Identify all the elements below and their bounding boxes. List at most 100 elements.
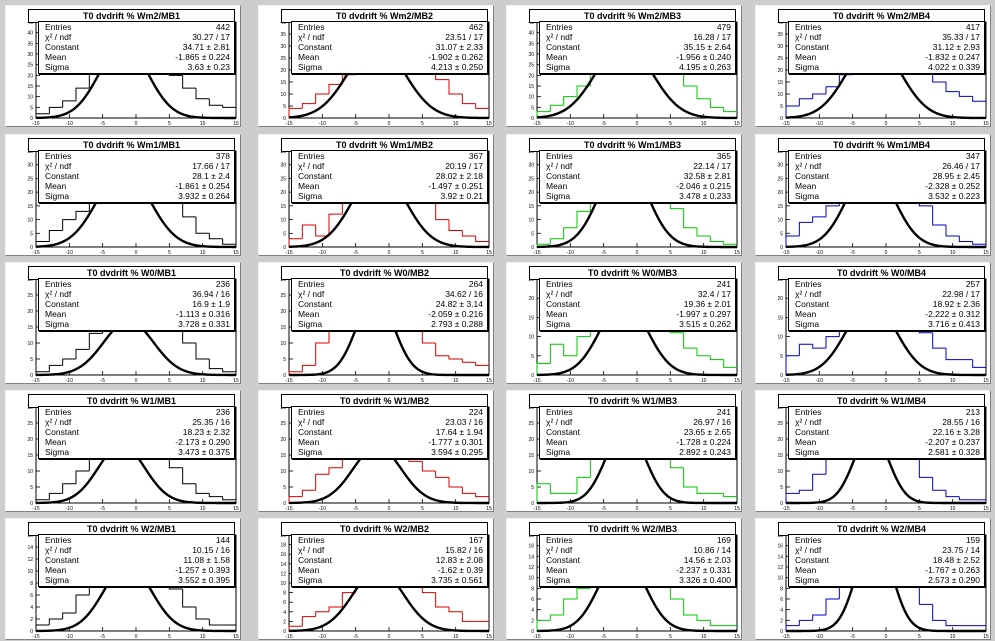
histogram-bin — [301, 224, 316, 239]
y-tick-label: 0 — [283, 629, 286, 635]
stats-value: 18.48 ± 2.52 — [932, 555, 980, 565]
y-tick-label: 20 — [280, 533, 286, 539]
y-tick-label: 0 — [780, 245, 783, 251]
histogram-bin — [35, 241, 50, 247]
x-tick-label: 0 — [388, 506, 391, 512]
stats-value: 22.14 / 17 — [693, 161, 731, 171]
stats-label: Entries — [795, 151, 822, 161]
histogram-bin — [75, 210, 90, 220]
y-tick-label: 25 — [528, 277, 534, 283]
y-tick-label: 8 — [30, 581, 33, 587]
x-tick-label: 10 — [701, 378, 707, 384]
stats-label: Mean — [546, 565, 568, 575]
stats-row: Entries 224 — [292, 407, 487, 417]
y-tick-label: 25 — [280, 293, 286, 299]
x-tick-label: -15 — [285, 250, 292, 256]
y-tick-label: 10 — [528, 469, 534, 475]
stats-label: χ² / ndf — [45, 161, 72, 171]
x-tick-label: -5 — [353, 378, 358, 384]
stats-value: 36.94 / 16 — [192, 289, 230, 299]
y-tick-label: 25 — [777, 421, 783, 427]
histogram-bin — [932, 604, 946, 621]
stats-row: Entries 144 — [39, 535, 234, 545]
histogram-bin — [918, 458, 933, 478]
histogram-bin — [563, 227, 577, 239]
x-tick-label: 5 — [421, 121, 424, 127]
x-tick-label: 0 — [135, 250, 138, 256]
stats-label: Entries — [298, 279, 325, 289]
x-tick-label: 15 — [486, 634, 492, 640]
histogram-bin — [62, 219, 76, 231]
stats-label: Mean — [45, 309, 67, 319]
histogram-pad: 0 5 10 15 20 25 30 35 40 45 -15 -10 -5 0 5 10 15 T0 dvdri… — [506, 5, 742, 127]
x-tick-label: -15 — [285, 121, 292, 127]
x-tick-label: -5 — [850, 634, 855, 640]
histogram-bin — [75, 594, 90, 613]
x-tick-label: 0 — [636, 250, 639, 256]
stats-value: 28.1 ± 2.4 — [192, 171, 230, 181]
stats-value: 30.27 / 17 — [192, 32, 230, 42]
x-tick-label: -10 — [567, 378, 574, 384]
y-tick-label: 15 — [528, 315, 534, 321]
histogram-bin — [328, 83, 343, 94]
stats-row: Entries 241 — [540, 279, 735, 289]
y-tick-label: 20 — [777, 296, 783, 302]
y-tick-label: 40 — [528, 31, 534, 37]
x-tick-label: -10 — [319, 506, 326, 512]
stats-value: 16.9 ± 1.9 — [192, 299, 230, 309]
histogram-bin — [576, 210, 591, 228]
y-tick-label: 15 — [528, 84, 534, 90]
histogram-pad: 0 5 10 15 20 25 30 35 -15 -10 -5 0 5 10 15 T0 dvdrift %… — [258, 134, 494, 256]
stats-value: 4.213 ± 0.250 — [431, 62, 483, 72]
y-tick-label: 35 — [280, 149, 286, 155]
histogram-bin — [785, 105, 800, 118]
histogram-bin — [576, 587, 591, 599]
x-tick-label: -10 — [816, 378, 823, 384]
y-tick-label: 6 — [780, 597, 783, 603]
y-tick-label: 40 — [777, 20, 783, 26]
stats-value: 3.532 ± 0.223 — [928, 191, 980, 201]
histogram-bin — [696, 227, 711, 237]
stats-label: Entries — [795, 407, 822, 417]
histogram-bin — [812, 614, 826, 621]
y-tick-label: 5 — [283, 485, 286, 491]
stats-label: Constant — [546, 171, 581, 181]
stats-label: χ² / ndf — [298, 161, 325, 171]
x-tick-label: 0 — [135, 378, 138, 384]
y-tick-label: 10 — [280, 581, 286, 587]
x-tick-label: 15 — [983, 121, 989, 127]
x-tick-label: -10 — [66, 506, 73, 512]
stats-label: Sigma — [795, 447, 820, 457]
x-tick-label: -10 — [66, 250, 73, 256]
histogram-bin — [945, 225, 960, 237]
y-tick-label: 8 — [780, 586, 783, 592]
y-tick-label: 15 — [280, 80, 286, 86]
stats-value: 3.728 ± 0.331 — [178, 319, 230, 329]
stats-row: χ² / ndf 16.28 / 17 — [540, 32, 735, 42]
x-tick-label: 10 — [453, 250, 459, 256]
stats-label: χ² / ndf — [45, 32, 72, 42]
stats-label: Mean — [298, 181, 320, 191]
y-tick-label: 20 — [280, 309, 286, 315]
stats-value: 28.02 ± 2.18 — [435, 171, 483, 181]
x-tick-label: 10 — [453, 634, 459, 640]
stats-box: Entries 236 χ² / ndf 36.94 / 16 Constant 16.9… — [38, 278, 235, 331]
stats-label: χ² / ndf — [45, 417, 72, 427]
stats-label: Sigma — [795, 191, 820, 201]
stats-value: 3.63 ± 0.23 — [187, 62, 230, 72]
histogram-bin — [683, 208, 697, 229]
stats-row: Mean -2.237 ± 0.331 — [540, 565, 735, 575]
histogram-bin — [945, 490, 960, 498]
stats-label: Constant — [298, 299, 333, 309]
x-tick-label: 10 — [453, 378, 459, 384]
y-tick-label: 10 — [280, 341, 286, 347]
stats-row: Sigma 3.594 ± 0.295 — [292, 447, 487, 457]
x-tick-label: 15 — [486, 250, 492, 256]
stats-box: Entries 442 χ² / ndf 30.27 / 17 Constant 34.7… — [38, 21, 235, 74]
histogram-bin — [696, 487, 711, 494]
x-tick-label: -5 — [100, 121, 105, 127]
x-tick-label: 5 — [669, 506, 672, 512]
y-tick-label: 2 — [283, 619, 286, 625]
y-tick-label: 5 — [780, 354, 783, 360]
stats-row: Sigma 3.735 ± 0.561 — [292, 575, 487, 585]
